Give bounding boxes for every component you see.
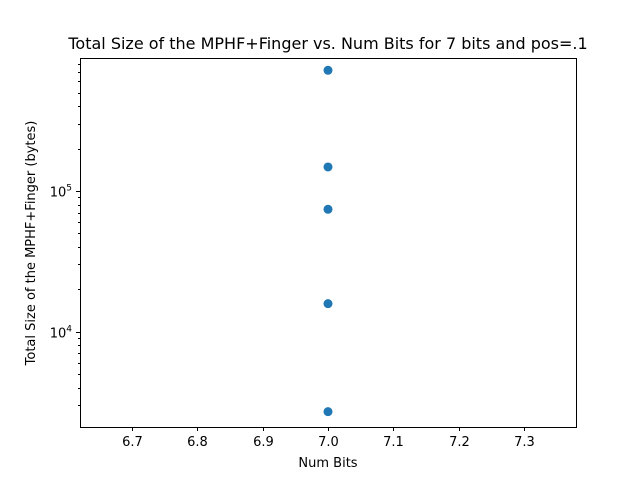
y-tick-label: 104	[50, 325, 73, 342]
x-tick-label: 7.3	[514, 435, 535, 450]
x-axis-ticks: 6.7 6.8 6.9 7.0 7.1 7.2 7.3	[122, 427, 535, 450]
x-tick-label: 7.1	[383, 435, 404, 450]
data-point	[323, 299, 333, 309]
y-axis-ticks: 104 105	[50, 64, 80, 406]
y-tick-label: 105	[50, 184, 72, 201]
data-points	[323, 65, 333, 417]
data-point	[323, 65, 333, 75]
chart-title: Total Size of the MPHF+Finger vs. Num Bi…	[67, 34, 587, 53]
y-axis-label: Total Size of the MPHF+Finger (bytes)	[24, 121, 39, 367]
plot-area-frame	[80, 58, 577, 428]
x-tick-label: 6.9	[253, 435, 274, 450]
data-point	[323, 407, 333, 417]
x-tick-label: 6.7	[122, 435, 143, 450]
x-tick-label: 7.2	[449, 435, 470, 450]
data-point	[323, 204, 333, 214]
x-axis-label: Num Bits	[298, 456, 357, 471]
x-tick-label: 7.0	[318, 435, 339, 450]
data-point	[323, 162, 333, 172]
x-tick-label: 6.8	[187, 435, 208, 450]
